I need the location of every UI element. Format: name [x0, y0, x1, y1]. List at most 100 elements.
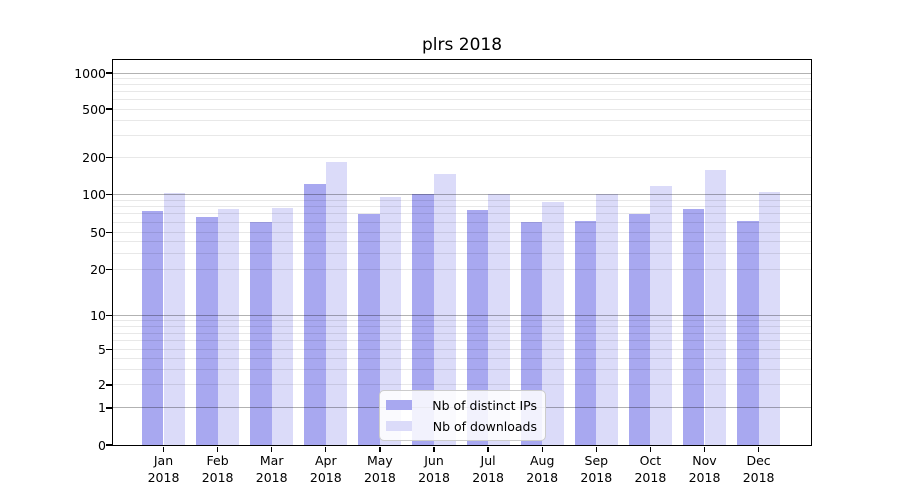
- legend-swatch-downloads-icon: [386, 421, 412, 431]
- gridline-minor: [113, 357, 811, 359]
- legend: Nb of distinct IPs Nb of downloads: [379, 390, 546, 441]
- y-tick-mark: [106, 349, 112, 351]
- gridline-minor: [113, 269, 811, 271]
- gridline-minor: [113, 206, 811, 208]
- x-tick-mark: [541, 446, 543, 452]
- gridline-minor: [113, 231, 811, 233]
- bar-distinct-ips-jul: [466, 210, 489, 445]
- bar-downloads-jun: [434, 174, 456, 445]
- chart-title: plrs 2018: [421, 35, 503, 55]
- x-tick-label-oct: Oct 2018: [634, 453, 667, 485]
- gridline-minor: [113, 240, 811, 242]
- x-tick-label-nov: Nov 2018: [688, 453, 721, 485]
- x-tick-mark: [325, 446, 327, 452]
- bar-distinct-ips-aug: [520, 221, 543, 445]
- gridline-minor: [113, 320, 811, 322]
- x-tick-label-mar: Mar 2018: [255, 453, 288, 485]
- gridline-minor: [113, 135, 811, 137]
- gridline-minor: [113, 91, 811, 93]
- x-tick-label-dec: Dec 2018: [742, 453, 775, 485]
- bar-downloads-nov: [704, 170, 727, 445]
- gridline-minor: [113, 384, 811, 386]
- x-tick-mark: [162, 446, 165, 452]
- x-tick-label-jun: Jun 2018: [418, 453, 450, 485]
- gridline-minor: [113, 349, 811, 351]
- legend-item-distinct-ips: Nb of distinct IPs: [386, 397, 537, 414]
- y-tick-mark: [106, 268, 112, 271]
- y-tick-label: 500: [82, 101, 106, 117]
- y-tick-label: 5: [98, 342, 106, 358]
- gridline-minor: [113, 99, 811, 101]
- bar-distinct-ips-dec: [737, 220, 759, 445]
- y-tick-label: 0: [98, 437, 106, 453]
- gridline-minor: [113, 326, 811, 328]
- x-tick-mark: [703, 446, 706, 452]
- x-tick-label-jul: Jul 2018: [472, 453, 504, 485]
- y-tick-label: 100: [82, 186, 106, 202]
- bar-distinct-ips-nov: [682, 209, 705, 445]
- bar-distinct-ips-may: [358, 213, 380, 445]
- x-tick-label-sep: Sep 2018: [580, 453, 613, 485]
- bar-downloads-feb: [217, 209, 240, 445]
- gridline-minor: [113, 252, 811, 254]
- y-tick-mark: [106, 156, 112, 158]
- x-tick-label-apr: Apr 2018: [309, 453, 342, 485]
- y-tick-mark: [106, 193, 112, 196]
- x-tick-mark: [379, 446, 381, 452]
- x-tick-label-jan: Jan 2018: [147, 453, 180, 485]
- legend-label-downloads: Nb of downloads: [432, 418, 537, 434]
- gridline-minor: [113, 340, 811, 342]
- bar-downloads-sep: [596, 193, 618, 445]
- bar-downloads-apr: [325, 162, 348, 445]
- y-tick-label: 2: [98, 377, 106, 393]
- bar-downloads-jul: [488, 193, 510, 445]
- gridline-minor: [113, 199, 811, 201]
- gridline-minor: [113, 120, 811, 122]
- x-tick-mark: [271, 446, 273, 452]
- bar-distinct-ips-oct: [628, 213, 651, 445]
- gridline-minor: [113, 221, 811, 223]
- bar-distinct-ips-apr: [304, 183, 326, 445]
- gridline-minor: [113, 84, 811, 86]
- bar-downloads-may: [379, 197, 402, 445]
- plot-area: [113, 60, 811, 445]
- y-tick-mark: [106, 108, 112, 110]
- bar-downloads-oct: [650, 185, 672, 445]
- y-tick-mark: [106, 384, 112, 386]
- y-tick-label: 1000: [74, 65, 106, 81]
- x-tick-mark: [216, 446, 219, 452]
- gridline-minor: [113, 108, 811, 110]
- gridline-minor: [113, 213, 811, 215]
- x-tick-mark: [595, 446, 597, 452]
- gridline-minor: [113, 156, 811, 158]
- x-tick-mark: [649, 446, 652, 452]
- legend-label-distinct-ips: Nb of distinct IPs: [432, 397, 537, 413]
- bar-distinct-ips-feb: [196, 217, 218, 445]
- bar-downloads-jan: [163, 193, 186, 445]
- x-tick-mark: [757, 446, 760, 452]
- bar-distinct-ips-jan: [141, 210, 164, 445]
- gridline-major: [113, 193, 811, 195]
- y-tick-mark: [106, 314, 112, 317]
- y-tick-label: 50: [90, 224, 106, 240]
- y-tick-label: 10: [90, 308, 106, 324]
- bar-downloads-dec: [758, 191, 781, 445]
- x-tick-label-may: May 2018: [363, 453, 396, 485]
- x-tick-label-aug: Aug 2018: [526, 453, 559, 485]
- y-tick-mark: [106, 407, 112, 409]
- bar-distinct-ips-mar: [250, 222, 272, 445]
- y-tick-mark: [106, 444, 112, 446]
- y-tick-label: 200: [82, 149, 106, 165]
- gridline-minor: [113, 332, 811, 334]
- bar-distinct-ips-sep: [574, 220, 597, 445]
- gridline-minor: [113, 368, 811, 370]
- gridline-minor: [113, 78, 811, 80]
- bar-distinct-ips-jun: [412, 194, 434, 445]
- bar-downloads-mar: [271, 208, 294, 445]
- legend-item-downloads: Nb of downloads: [386, 418, 537, 435]
- y-tick-mark: [106, 231, 112, 234]
- gridline-major: [113, 72, 811, 74]
- legend-swatch-distinct-ips-icon: [386, 400, 412, 410]
- y-tick-label: 1: [98, 400, 106, 416]
